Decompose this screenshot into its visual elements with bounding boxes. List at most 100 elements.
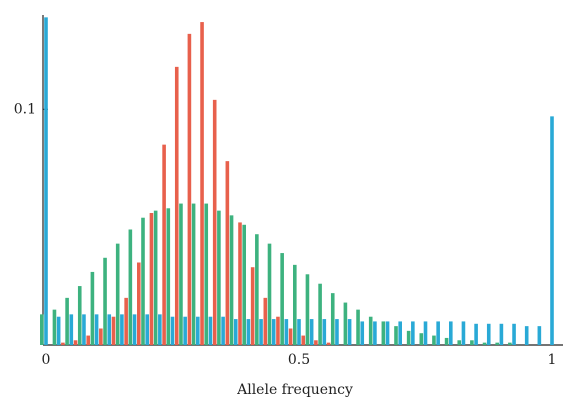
bar: [73, 340, 78, 345]
bar: [82, 314, 86, 345]
bar: [179, 203, 183, 345]
bar: [343, 302, 348, 345]
x-tick-label: 0: [42, 352, 51, 368]
bar: [360, 321, 365, 345]
bar: [221, 316, 225, 345]
bar: [204, 203, 209, 345]
bar: [276, 316, 280, 345]
bar: [153, 210, 158, 345]
bar: [461, 321, 466, 345]
bar: [305, 274, 310, 345]
bar: [368, 316, 373, 345]
bar: [56, 316, 61, 345]
bar: [423, 321, 428, 345]
bar: [284, 319, 289, 345]
bar: [322, 319, 327, 345]
bar: [495, 342, 499, 345]
bar: [225, 161, 230, 345]
bar: [373, 321, 377, 345]
bar: [124, 297, 128, 345]
bar: [141, 217, 145, 345]
bar: [356, 309, 360, 345]
bar: [158, 314, 162, 345]
bar: [187, 33, 192, 345]
bar: [482, 342, 487, 345]
bar: [394, 326, 398, 345]
bar: [301, 335, 306, 345]
bar: [381, 321, 386, 345]
y-tick-label: 0.1: [14, 101, 36, 117]
bar: [69, 314, 74, 345]
bar: [196, 316, 200, 345]
bar: [457, 340, 462, 345]
bar: [293, 264, 297, 345]
bar: [267, 243, 272, 345]
bar: [61, 342, 65, 345]
bar: [111, 316, 116, 345]
bar: [250, 267, 255, 345]
x-tick-label: 1: [548, 352, 557, 368]
bar: [537, 326, 542, 345]
bar: [86, 335, 90, 345]
bar: [330, 293, 335, 345]
bar: [212, 99, 217, 345]
bar: [436, 321, 440, 345]
bar: [162, 144, 166, 345]
bar: [44, 17, 48, 345]
x-axis-label: Allele frequency: [236, 382, 353, 398]
bar: [103, 257, 107, 345]
bar: [297, 319, 301, 345]
bar: [107, 314, 112, 345]
bar: [191, 203, 196, 345]
bar: [99, 328, 103, 345]
bar: [326, 342, 331, 345]
bar: [271, 319, 276, 345]
bar: [120, 314, 124, 345]
bar: [318, 283, 322, 345]
bar: [208, 316, 213, 345]
bar: [137, 262, 141, 345]
bar: [411, 321, 415, 345]
bar: [419, 333, 424, 345]
bar: [444, 337, 449, 345]
bar: [508, 342, 512, 345]
bar: [470, 340, 474, 345]
bar: [65, 297, 69, 345]
bar: [229, 215, 234, 345]
bar: [174, 66, 179, 345]
bar: [166, 208, 171, 345]
bar: [263, 297, 268, 345]
bar: [90, 271, 95, 345]
bar: [238, 222, 242, 345]
bar: [233, 319, 238, 345]
bar: [259, 319, 263, 345]
bar: [255, 234, 259, 345]
bar: [170, 316, 175, 345]
bar: [217, 210, 221, 345]
bar: [94, 314, 99, 345]
bar: [77, 286, 82, 345]
bar: [280, 253, 284, 345]
bar: [183, 316, 187, 345]
bar: [242, 224, 246, 345]
bar: [115, 243, 120, 345]
bar: [335, 319, 339, 345]
bar: [406, 330, 411, 345]
bar: [200, 22, 204, 345]
bar: [432, 335, 436, 345]
bar: [347, 319, 352, 345]
bar: [474, 323, 478, 345]
bar: [385, 321, 390, 345]
bar: [499, 323, 504, 345]
bar: [246, 319, 251, 345]
bar: [486, 323, 491, 345]
bar: [550, 116, 554, 345]
bar: [149, 213, 154, 345]
bar: [524, 326, 529, 345]
bar: [314, 340, 318, 345]
bar: [309, 319, 314, 345]
bar: [128, 229, 133, 345]
bar: [288, 328, 293, 345]
bar: [449, 321, 453, 345]
